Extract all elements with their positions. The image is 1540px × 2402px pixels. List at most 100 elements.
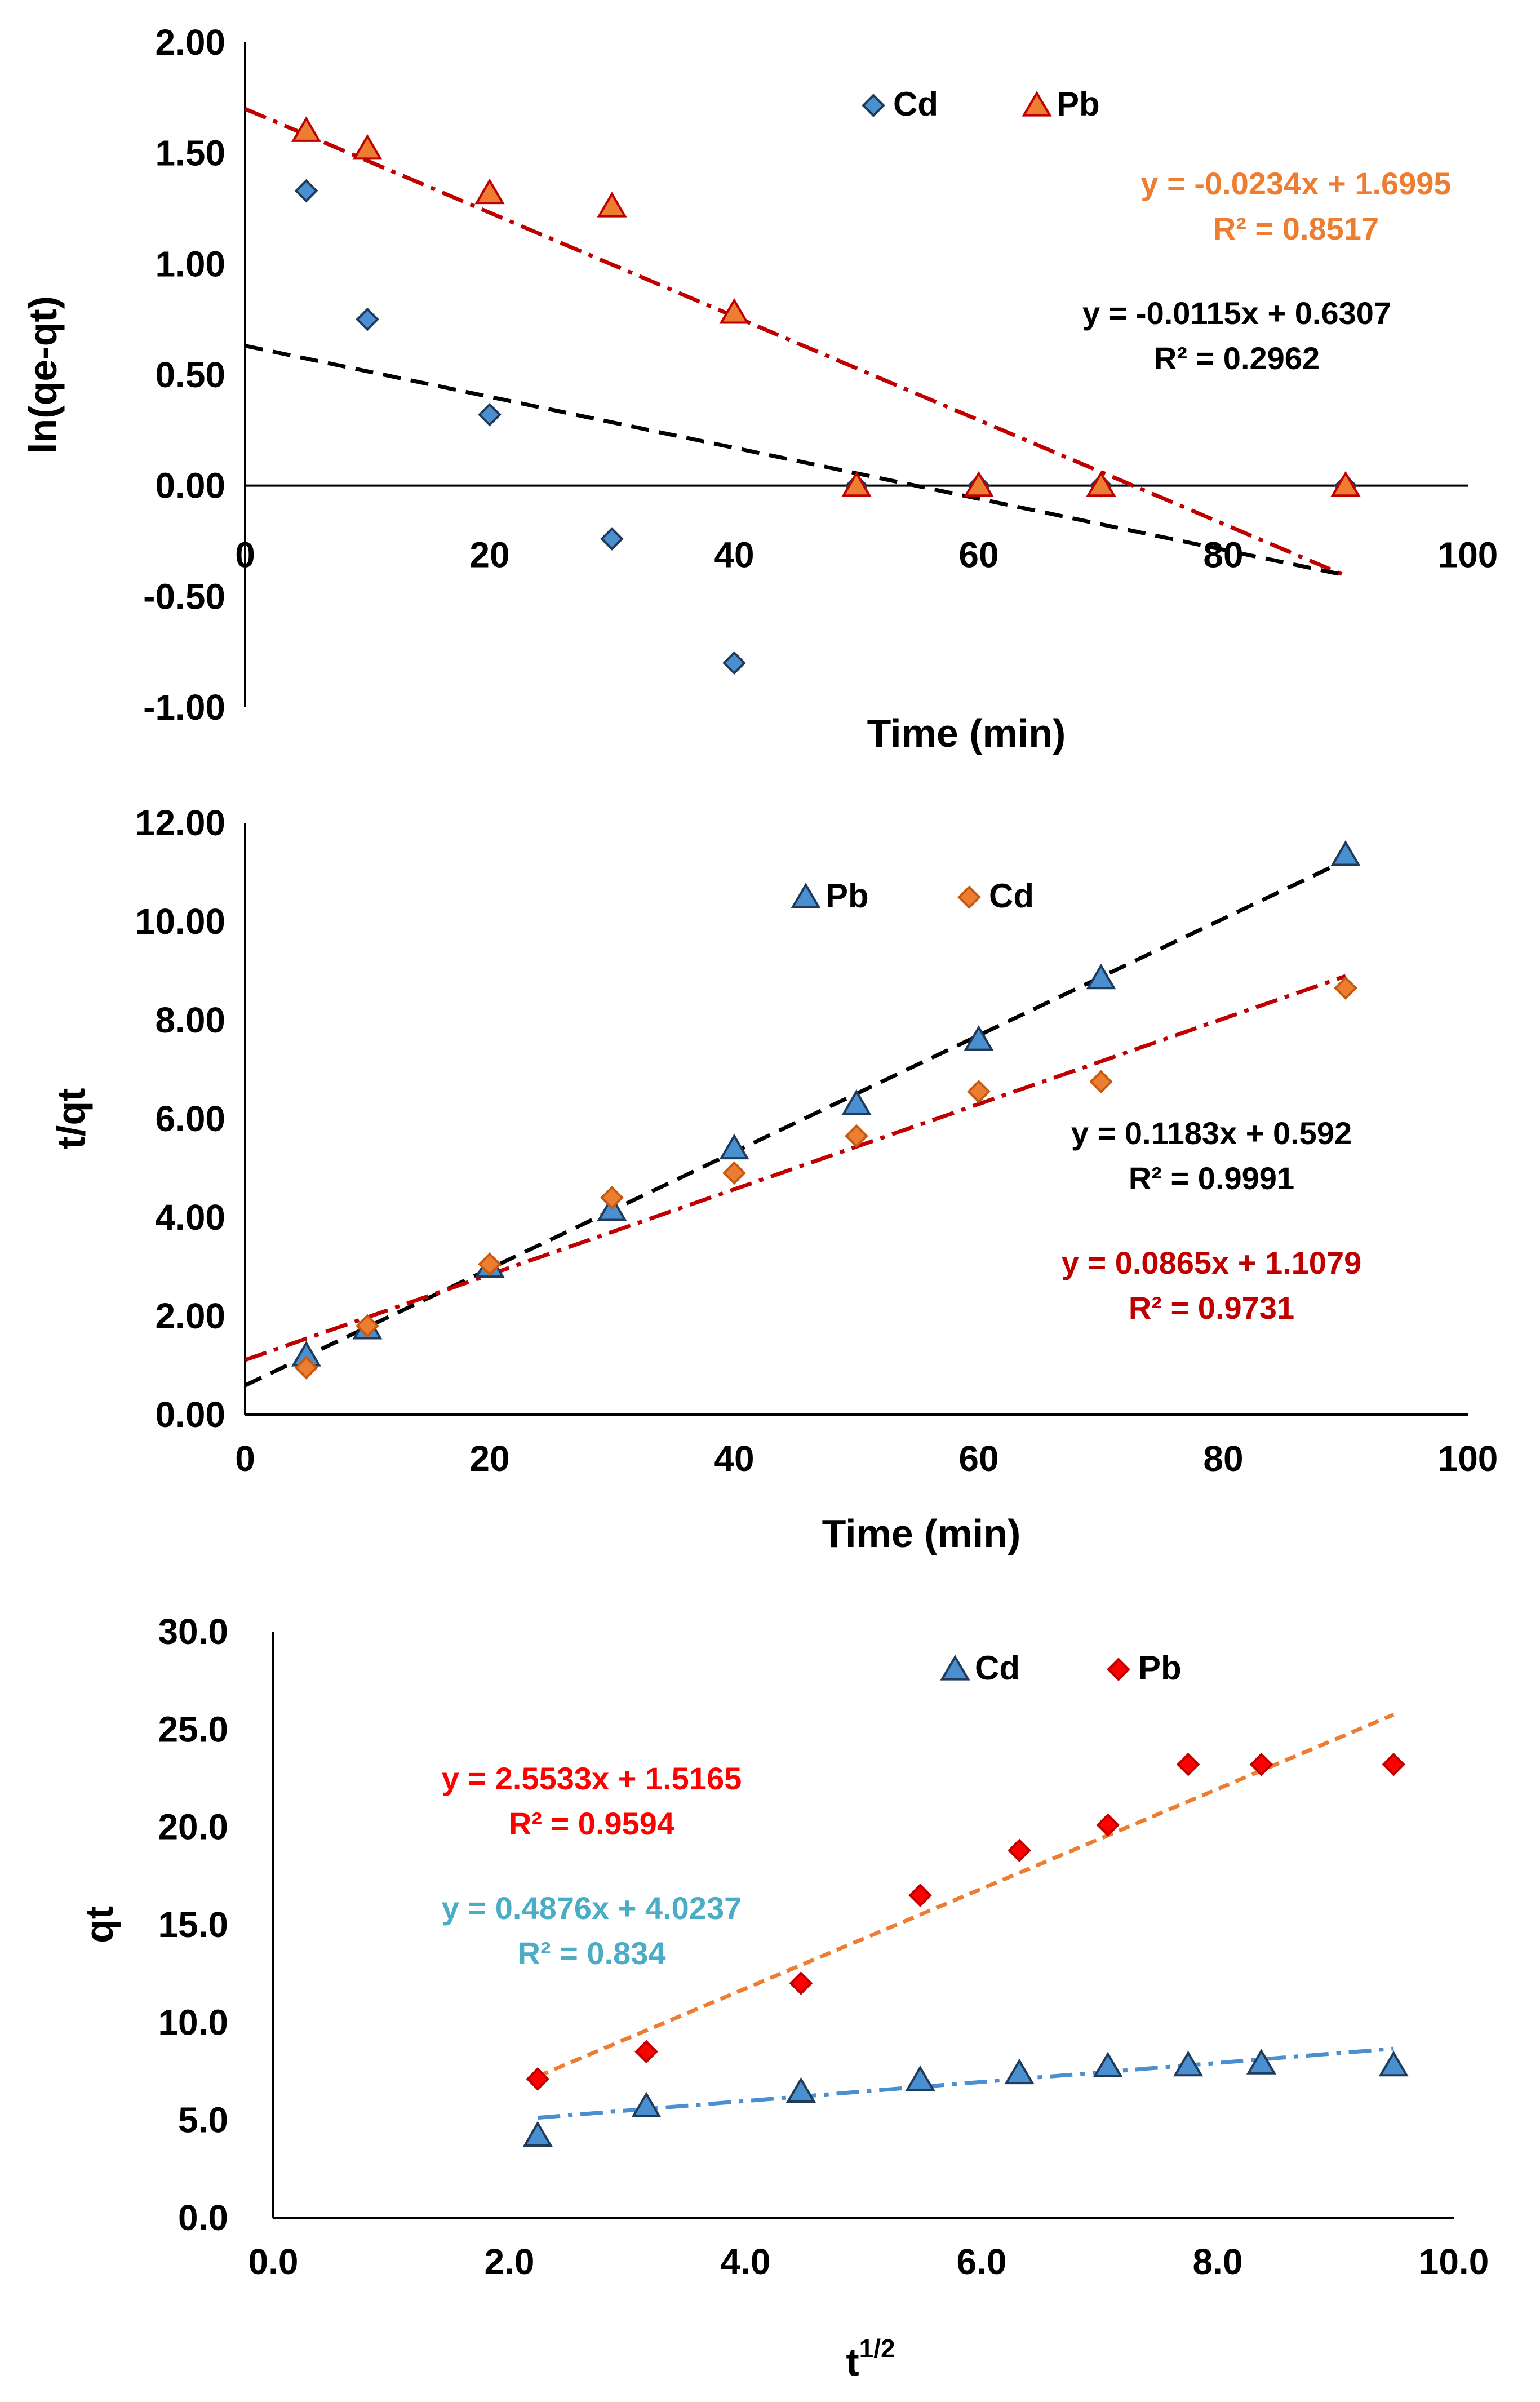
kinetics-chart-pseudo-second-order: 12.00 10.00 8.00 6.00 4.00 2.00 0.000 20 40 60 80 1… (49, 803, 1498, 1555)
data-point-pb (964, 471, 994, 497)
data-point-pb (719, 1133, 749, 1160)
x-tick-label: 8.0 (1193, 2241, 1243, 2282)
y-tick-label: 12.00 (135, 803, 225, 843)
data-point-pb (719, 298, 749, 324)
data-point-cd (522, 2121, 553, 2147)
x-tick-label: 80 (1203, 1438, 1243, 1479)
legend-marker-pb (791, 883, 821, 908)
data-point-cd (1334, 976, 1357, 1000)
data-point-pb (526, 2067, 550, 2091)
x-tick-label: 60 (958, 1438, 998, 1479)
trendline-r2-pb: R² = 0.9594 (509, 1806, 674, 1841)
x-tick-label: 6.0 (957, 2241, 1007, 2282)
data-point-cd (1004, 2058, 1035, 2085)
y-tick-label: 10.0 (158, 2002, 228, 2042)
data-point-cd (294, 179, 318, 203)
data-point-pb (1096, 1813, 1120, 1837)
x-tick-label: 80 (1203, 535, 1243, 575)
y-tick-label: 10.00 (135, 901, 225, 942)
legend-marker-cd (957, 885, 981, 909)
data-point-cd (600, 1186, 624, 1209)
x-tick-label: 0.0 (248, 2241, 299, 2282)
trendline-cd (537, 2046, 1394, 2120)
data-point-pb (1249, 1752, 1273, 1776)
data-point-cd (722, 1161, 746, 1185)
y-axis-title: t/qt (49, 1088, 93, 1150)
trendline-equation-cd: y = -0.0115x + 0.6307 (1082, 295, 1391, 331)
legend-label-pb: Pb (1057, 85, 1100, 123)
x-tick-label: 4.0 (721, 2241, 771, 2282)
x-axis-title: Time (min) (867, 711, 1066, 755)
legend-marker-cd (940, 1655, 970, 1681)
y-tick-label: 5.0 (178, 2100, 228, 2140)
y-tick-label: 0.50 (155, 354, 225, 395)
y-tick-label: 1.50 (155, 133, 225, 174)
legend-label-cd: Cd (893, 85, 938, 123)
trendline-equation-pb: y = 0.1183x + 0.592 (1071, 1115, 1352, 1151)
data-point-pb (1330, 471, 1361, 497)
data-point-pb (908, 1884, 932, 1907)
trendline-cd (245, 344, 1346, 578)
trendline-r2-cd: R² = 0.2962 (1154, 340, 1320, 376)
x-axis-title: Time (min) (822, 1512, 1021, 1555)
data-point-pb (1086, 963, 1116, 990)
y-tick-label: 6.00 (155, 1098, 225, 1139)
legend-marker-cd (862, 94, 885, 117)
trendline-r2-pb: R² = 0.9991 (1129, 1160, 1294, 1196)
data-point-cd (722, 651, 746, 675)
x-tick-label: 20 (469, 535, 509, 575)
data-point-cd (478, 402, 502, 427)
trendline-pb (536, 1713, 1395, 2079)
data-point-pb (634, 2040, 658, 2064)
x-axis-title-superscript: 1/2 (859, 2334, 895, 2363)
trendline-r2-pb: R² = 0.8517 (1213, 211, 1379, 246)
data-point-pb (964, 1025, 994, 1051)
data-point-cd (631, 2091, 662, 2117)
data-point-cd (1089, 1070, 1113, 1094)
y-tick-label: 0.00 (155, 466, 225, 506)
y-tick-label: 0.0 (178, 2197, 228, 2238)
trendline-equation-pb: y = -0.0234x + 1.6995 (1140, 166, 1451, 201)
x-tick-label: 10.0 (1419, 2241, 1489, 2282)
data-point-cd (600, 527, 624, 551)
trendline-pb (244, 107, 1347, 578)
legend-marker-pb (1107, 1658, 1130, 1681)
trendline-equation-cd: y = 0.0865x + 1.1079 (1062, 1245, 1362, 1280)
legend-label-cd: Cd (975, 1649, 1020, 1687)
y-tick-label: -0.50 (143, 576, 225, 617)
trendline-r2-cd: R² = 0.834 (517, 1935, 665, 1971)
x-tick-label: 100 (1438, 535, 1498, 575)
x-tick-label: 2.0 (485, 2241, 535, 2282)
x-tick-label: 40 (714, 1438, 754, 1479)
data-point-cd (1246, 2049, 1277, 2075)
data-point-cd (785, 2077, 816, 2103)
y-tick-label: 4.00 (155, 1197, 225, 1238)
data-point-pb (841, 1089, 872, 1115)
data-point-cd (356, 307, 379, 331)
data-point-pb (1008, 1838, 1031, 1863)
y-tick-label: 0.00 (155, 1394, 225, 1435)
data-point-cd (1378, 2050, 1409, 2077)
legend-label-pb: Pb (1138, 1649, 1182, 1687)
legend-label-pb: Pb (826, 877, 869, 915)
trendline-equation-cd: y = 0.4876x + 4.0237 (442, 1890, 742, 1926)
y-axis-title: qt (77, 1906, 121, 1943)
data-point-cd (356, 1314, 379, 1338)
y-tick-label: -1.00 (143, 687, 225, 728)
y-tick-label: 2.00 (155, 22, 225, 63)
y-tick-label: 25.0 (158, 1709, 228, 1749)
data-point-pb (1330, 840, 1361, 866)
y-tick-label: 1.00 (155, 243, 225, 284)
data-point-cd (1093, 2051, 1123, 2077)
y-tick-label: 30.0 (158, 1611, 228, 1652)
data-point-pb (841, 471, 872, 497)
x-tick-label: 0 (235, 535, 255, 575)
y-axis-title: ln(qe-qt) (21, 296, 65, 454)
legend-marker-pb (1022, 91, 1052, 117)
data-point-pb (291, 116, 322, 142)
x-tick-label: 60 (958, 535, 998, 575)
y-tick-label: 20.0 (158, 1807, 228, 1847)
data-point-pb (789, 1971, 813, 1995)
data-point-cd (845, 1124, 868, 1148)
